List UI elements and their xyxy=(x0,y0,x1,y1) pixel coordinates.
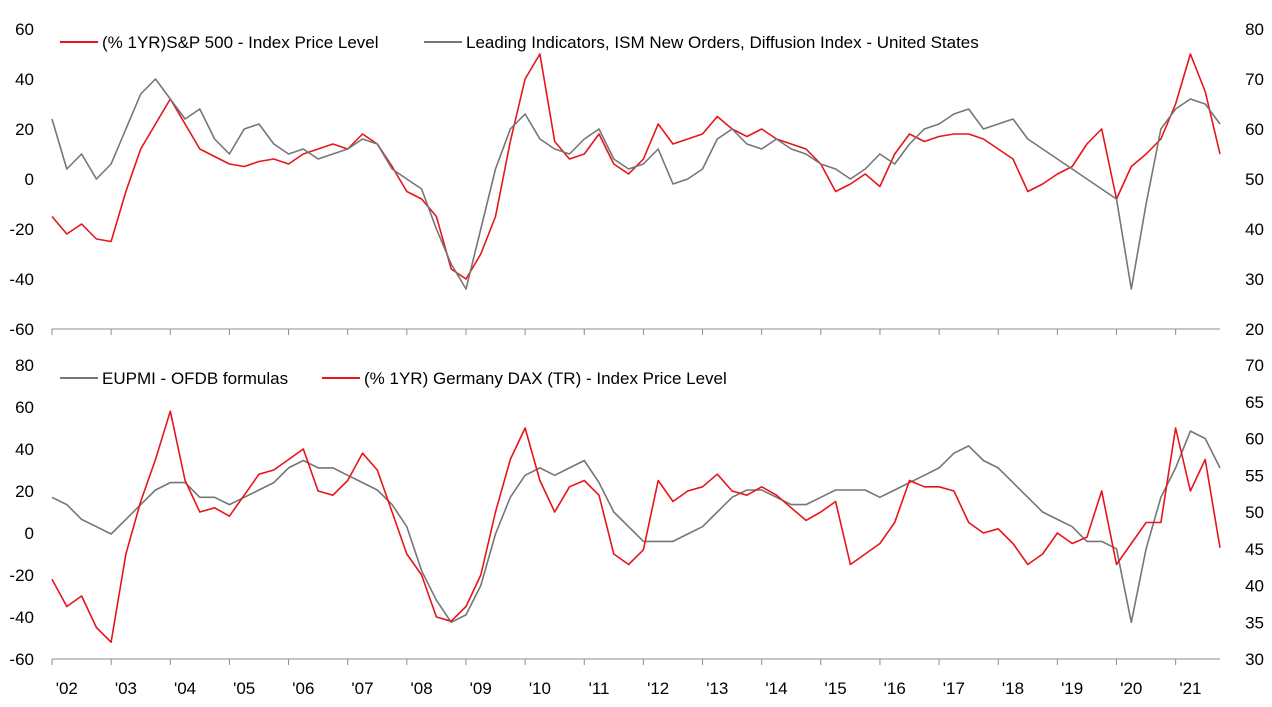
bottom-x-tick-marks xyxy=(51,659,1177,665)
top-panel: -60 -40 -20 0 20 40 60 20 30 40 50 60 70 80 (% 1YR)S… xyxy=(9,20,1264,339)
x-tick-label: '05 xyxy=(233,679,255,698)
right-axis-tick-label: 65 xyxy=(1245,393,1264,412)
left-axis-tick-label: -40 xyxy=(9,608,34,627)
right-axis-tick-label: 50 xyxy=(1245,503,1264,522)
x-tick-label: '13 xyxy=(706,679,728,698)
x-tick-label: '14 xyxy=(765,679,787,698)
x-tick-label: '11 xyxy=(589,679,610,698)
x-tick-label: '04 xyxy=(174,679,196,698)
bottom-x-tick-labels: '02 '03 '04 '05 '06 '07 '08 '09 '10 '11 '12 '13 '14 '… xyxy=(56,679,1202,698)
left-axis-tick-label: 20 xyxy=(15,482,34,501)
left-axis-tick-label: -60 xyxy=(9,650,34,669)
x-tick-label: '19 xyxy=(1061,679,1083,698)
right-axis-tick-label: 40 xyxy=(1245,220,1264,239)
right-axis-tick-label: 70 xyxy=(1245,70,1264,89)
right-axis-tick-label: 60 xyxy=(1245,430,1264,449)
right-axis-tick-label: 60 xyxy=(1245,120,1264,139)
x-tick-label: '20 xyxy=(1120,679,1142,698)
x-tick-label: '09 xyxy=(470,679,492,698)
left-axis-tick-label: -20 xyxy=(9,566,34,585)
bottom-panel: -60 -40 -20 0 20 40 60 80 30 35 40 45 50 55 60 65 70 '0… xyxy=(9,356,1264,698)
x-tick-label: '06 xyxy=(292,679,314,698)
right-axis-tick-label: 55 xyxy=(1245,466,1264,485)
top-right-axis-ticks: 20 30 40 50 60 70 80 xyxy=(1245,20,1264,339)
top-left-axis-ticks: -60 -40 -20 0 20 40 60 xyxy=(9,20,34,339)
x-tick-label: '18 xyxy=(1002,679,1024,698)
x-tick-label: '07 xyxy=(351,679,373,698)
left-axis-tick-label: 80 xyxy=(15,356,34,375)
x-tick-label: '16 xyxy=(884,679,906,698)
left-axis-tick-label: 0 xyxy=(25,170,34,189)
right-axis-tick-label: 80 xyxy=(1245,20,1264,39)
right-axis-tick-label: 35 xyxy=(1245,613,1264,632)
bottom-legend-label-eupmi: EUPMI - OFDB formulas xyxy=(102,369,288,388)
left-axis-tick-label: -40 xyxy=(9,270,34,289)
right-axis-tick-label: 70 xyxy=(1245,356,1264,375)
left-axis-tick-label: -60 xyxy=(9,320,34,339)
right-axis-tick-label: 45 xyxy=(1245,540,1264,559)
x-tick-label: '08 xyxy=(411,679,433,698)
x-tick-label: '03 xyxy=(115,679,137,698)
bottom-legend: EUPMI - OFDB formulas (% 1YR) Germany DA… xyxy=(60,369,727,388)
top-legend-label-ism: Leading Indicators, ISM New Orders, Diff… xyxy=(466,33,979,52)
bottom-left-axis-ticks: -60 -40 -20 0 20 40 60 80 xyxy=(9,356,34,669)
top-x-tick-marks xyxy=(51,329,1177,335)
x-tick-label: '02 xyxy=(56,679,78,698)
x-tick-label: '17 xyxy=(943,679,965,698)
series-line-right-axis xyxy=(51,430,1221,624)
top-series-lines xyxy=(51,53,1221,290)
x-tick-label: '21 xyxy=(1179,679,1201,698)
bottom-legend-label-dax: (% 1YR) Germany DAX (TR) - Index Price L… xyxy=(364,369,727,388)
series-line-left-axis xyxy=(51,410,1221,644)
left-axis-tick-label: -20 xyxy=(9,220,34,239)
bottom-right-axis-ticks: 30 35 40 45 50 55 60 65 70 xyxy=(1245,356,1264,669)
right-axis-tick-label: 20 xyxy=(1245,320,1264,339)
left-axis-tick-label: 0 xyxy=(25,524,34,543)
left-axis-tick-label: 40 xyxy=(15,440,34,459)
right-axis-tick-label: 30 xyxy=(1245,650,1264,669)
left-axis-tick-label: 20 xyxy=(15,120,34,139)
x-tick-label: '10 xyxy=(529,679,551,698)
top-legend-label-sp500: (% 1YR)S&P 500 - Index Price Level xyxy=(102,33,379,52)
right-axis-tick-label: 40 xyxy=(1245,577,1264,596)
series-line-right-axis xyxy=(51,78,1221,290)
left-axis-tick-label: 60 xyxy=(15,398,34,417)
top-legend: (% 1YR)S&P 500 - Index Price Level Leadi… xyxy=(60,33,979,52)
left-axis-tick-label: 40 xyxy=(15,70,34,89)
x-tick-label: '12 xyxy=(647,679,669,698)
bottom-series-lines xyxy=(51,410,1221,644)
right-axis-tick-label: 30 xyxy=(1245,270,1264,289)
x-tick-label: '15 xyxy=(825,679,847,698)
right-axis-tick-label: 50 xyxy=(1245,170,1264,189)
left-axis-tick-label: 60 xyxy=(15,20,34,39)
